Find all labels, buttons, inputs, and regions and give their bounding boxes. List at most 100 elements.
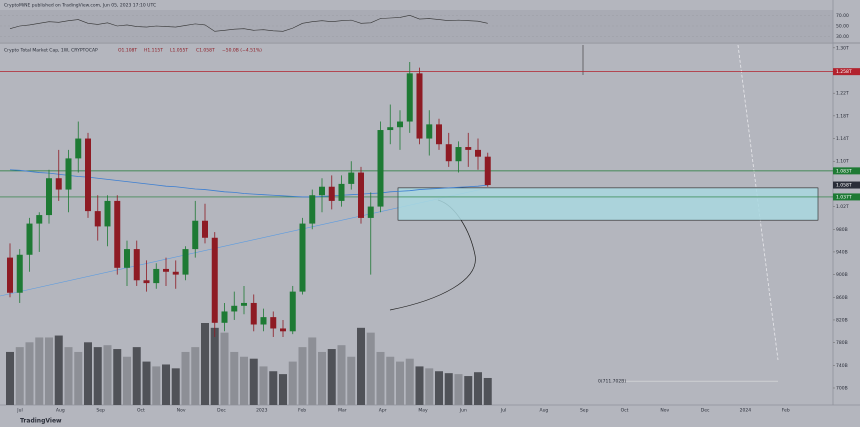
y-tick-label: 940B — [836, 249, 848, 255]
rsi-line — [9, 15, 488, 32]
zone — [397, 187, 819, 221]
candle-body — [436, 124, 442, 145]
candle-body — [319, 186, 325, 196]
x-tick-label: Nov — [660, 408, 669, 414]
volume-bar — [376, 351, 385, 405]
volume-bar — [279, 374, 287, 405]
level-label-bg — [833, 167, 860, 175]
volume-bar — [220, 332, 229, 405]
candle-body — [241, 302, 247, 306]
target-label: 0(711.702B) — [598, 379, 626, 385]
candle-body — [133, 249, 140, 281]
y-tick-label: 1.30T — [836, 45, 849, 51]
volume-bar — [454, 374, 463, 405]
volume-bar — [113, 349, 122, 405]
y-tick-label: 740B — [836, 363, 848, 369]
candle-body — [172, 271, 179, 275]
candle-body — [114, 200, 121, 268]
volume-bar — [259, 366, 268, 405]
volume-bar — [171, 368, 180, 405]
x-tick-label: Dec — [217, 408, 226, 414]
volume-bar — [318, 351, 326, 405]
candle-body — [406, 73, 413, 122]
candle-body — [124, 249, 130, 268]
y-tick-label: 900B — [836, 272, 848, 278]
candle-body — [426, 124, 433, 139]
candle-body — [465, 147, 472, 150]
volume-bar — [269, 371, 278, 405]
candle-body — [163, 268, 169, 272]
legend: Crypto Total Market Cap, 1W, CRYPTOCAP — [4, 48, 98, 54]
volume-bar — [191, 347, 200, 405]
x-tick-label: Oct — [621, 408, 629, 414]
candle-body — [104, 200, 111, 227]
candle-body — [231, 305, 238, 312]
candle-body — [75, 138, 82, 159]
x-tick-label: Aug — [540, 408, 549, 414]
volume-bar — [15, 347, 24, 405]
candle-body — [7, 257, 13, 293]
level-label-bg — [833, 193, 860, 201]
volume-bar — [74, 351, 83, 405]
x-tick-label: 2023 — [256, 408, 268, 414]
candle-body — [36, 215, 43, 224]
volume-bar — [396, 361, 404, 405]
candle-body — [475, 149, 481, 157]
candle-body — [484, 156, 491, 186]
volume-bar — [6, 351, 14, 405]
level-label-bg — [833, 68, 860, 76]
candle-body — [16, 254, 23, 293]
candle-body — [221, 311, 228, 323]
footer: TradingView — [20, 418, 62, 425]
volume-bar — [483, 377, 492, 405]
y-tick-label: 820B — [836, 317, 848, 323]
x-tick-label: Nov — [177, 408, 186, 414]
volume-bar — [464, 376, 473, 405]
volume-bar — [35, 337, 44, 405]
volume-bar — [347, 356, 356, 405]
volume-bar — [54, 335, 63, 405]
volume-bar — [337, 345, 346, 405]
volume-bar — [249, 358, 258, 405]
x-tick-label: Mar — [338, 408, 347, 414]
volume-bar — [405, 358, 414, 405]
candle-body — [182, 249, 189, 275]
volume-bar — [123, 356, 131, 405]
candle-body — [143, 280, 150, 284]
x-tick-label: Aug — [56, 408, 65, 414]
rsi-tick-label: 30.00 — [836, 34, 849, 40]
candle-body — [358, 172, 364, 218]
candle-body — [328, 186, 335, 201]
candle-body — [202, 220, 208, 238]
candle-body — [280, 328, 286, 332]
volume-bar — [201, 323, 209, 405]
ohlc-label: −50.0B (−4.51%) — [222, 48, 262, 54]
volume-bar — [240, 356, 248, 405]
y-tick-label: 980B — [836, 227, 848, 233]
level-label: 1.083T — [836, 168, 852, 174]
candle-body — [26, 223, 33, 255]
volume-bar — [142, 361, 151, 405]
volume-bar — [366, 332, 375, 405]
candle-body — [338, 183, 345, 201]
level-label: 1.037T — [836, 194, 852, 200]
volume-bar — [103, 345, 112, 405]
candle-body — [416, 73, 423, 139]
candle-body — [455, 147, 462, 162]
x-tick-label: Jun — [459, 408, 467, 414]
candle-body — [260, 317, 267, 325]
x-tick-label: May — [418, 408, 428, 414]
candle-body — [94, 211, 101, 227]
candle-body — [85, 138, 91, 212]
x-tick-label: Oct — [137, 408, 145, 414]
forecast-line — [737, 44, 779, 361]
x-tick-label: Sep — [96, 408, 105, 414]
volume-bar — [444, 373, 453, 405]
volume-bar — [308, 337, 317, 405]
volume-bar — [386, 356, 395, 405]
volume-bar — [230, 351, 239, 405]
y-tick-label: 780B — [836, 340, 848, 346]
y-tick-label: 1.18T — [836, 113, 849, 119]
candle-body — [65, 158, 72, 190]
volume-bar — [25, 342, 34, 405]
